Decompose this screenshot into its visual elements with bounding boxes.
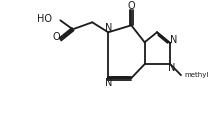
Text: N: N — [168, 63, 176, 73]
Text: N: N — [105, 23, 113, 33]
Text: N: N — [170, 35, 178, 45]
Text: methyl: methyl — [185, 72, 209, 78]
Text: O: O — [52, 32, 60, 42]
Text: HO: HO — [37, 14, 52, 24]
Text: O: O — [127, 1, 135, 11]
Text: N: N — [104, 78, 112, 88]
